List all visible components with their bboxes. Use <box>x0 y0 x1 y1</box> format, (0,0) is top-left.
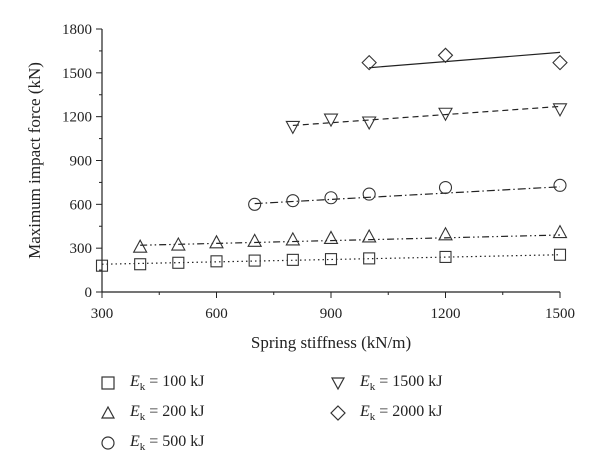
x-tick-label: 1200 <box>431 306 461 322</box>
x-tick-label: 300 <box>91 306 114 322</box>
x-axis-title: Spring stiffness (kN/m) <box>251 333 411 352</box>
data-point-triangle-down <box>323 113 339 128</box>
legend-label: Ek = 1500 kJ <box>360 372 443 394</box>
data-point-square <box>286 253 299 266</box>
data-point-circle <box>553 178 567 192</box>
data-point-triangle-up <box>361 228 377 243</box>
data-point-triangle-down <box>552 103 568 118</box>
trend-line-triangle-down <box>292 105 561 127</box>
data-point-triangle-down <box>438 107 453 122</box>
legend-item-200kj: Ek = 200 kJ <box>100 402 205 424</box>
legend-label: Ek = 100 kJ <box>130 372 205 394</box>
data-point-triangle-up <box>247 233 263 247</box>
y-axis-title: Maximum impact force (kN) <box>25 62 44 259</box>
data-point-triangle-down <box>361 116 377 131</box>
triangle-down-marker-icon <box>330 377 346 391</box>
y-tick-label: 900 <box>70 154 93 170</box>
data-point-square <box>210 255 223 268</box>
data-point-square <box>95 259 109 272</box>
data-point-diamond <box>437 47 454 64</box>
y-tick-label: 1500 <box>62 66 92 82</box>
data-point-triangle-up <box>285 231 301 246</box>
data-point-square <box>553 248 567 261</box>
diamond-marker-icon <box>330 405 346 421</box>
y-tick-label: 1200 <box>62 110 92 126</box>
data-point-circle <box>248 197 262 211</box>
legend: Ek = 100 kJ Ek = 1500 kJ Ek = 200 kJ Ek … <box>100 372 500 462</box>
data-point-circle <box>438 180 453 195</box>
data-point-diamond <box>552 54 568 71</box>
data-point-circle <box>362 187 376 201</box>
y-tick-label: 0 <box>85 285 93 301</box>
legend-label: Ek = 200 kJ <box>130 402 205 424</box>
x-tick-label: 1500 <box>545 306 575 322</box>
data-point-square <box>248 254 261 267</box>
data-point-triangle-up <box>552 224 568 239</box>
data-point-triangle-up <box>323 230 339 244</box>
y-tick-label: 1800 <box>62 22 92 38</box>
chart: 300 600 900 1200 1500 0 300 600 900 1200 1500 1800 S… <box>25 22 575 352</box>
trend-line-circle <box>254 186 561 205</box>
legend-item-500kj: Ek = 500 kJ <box>100 432 205 454</box>
triangle-up-marker-icon <box>100 405 116 419</box>
trend-line-triangle-up <box>140 234 561 246</box>
data-point-triangle-up <box>170 236 186 251</box>
data-point-square <box>439 250 452 263</box>
y-tick-label: 300 <box>70 241 93 257</box>
legend-item-1500kj: Ek = 1500 kJ <box>330 372 443 394</box>
data-point-triangle-down <box>285 120 301 135</box>
trend-line-diamond <box>369 51 561 69</box>
data-point-diamond <box>361 54 377 71</box>
data-point-square <box>363 252 376 265</box>
data-point-triangle-up <box>132 239 148 253</box>
data-point-triangle-up <box>438 226 453 241</box>
data-point-square <box>172 256 185 269</box>
square-marker-icon <box>101 376 115 390</box>
circle-marker-icon <box>101 436 115 450</box>
data-point-square <box>324 253 338 266</box>
data-point-circle <box>324 191 338 205</box>
data-point-square <box>134 258 147 271</box>
legend-label: Ek = 500 kJ <box>130 432 205 454</box>
data-point-triangle-up <box>209 234 224 249</box>
legend-item-100kj: Ek = 100 kJ <box>100 372 205 394</box>
y-tick-label: 600 <box>70 197 93 213</box>
x-tick-label: 900 <box>320 306 343 322</box>
legend-label: Ek = 2000 kJ <box>360 402 443 424</box>
data-point-circle <box>286 194 300 208</box>
legend-item-2000kj: Ek = 2000 kJ <box>330 402 443 424</box>
x-tick-label: 600 <box>205 306 228 322</box>
trend-line-square <box>101 254 561 265</box>
